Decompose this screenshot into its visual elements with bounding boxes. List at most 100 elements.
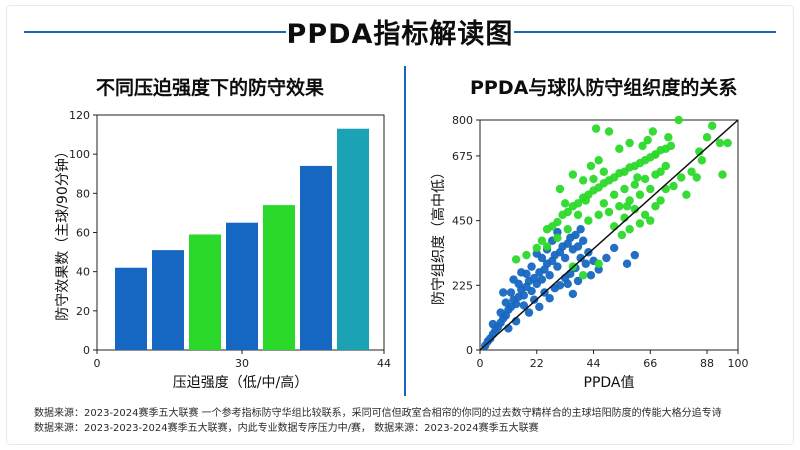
bar-y-tick-label: 40 (76, 266, 90, 279)
scatter-point (581, 259, 590, 268)
bar-chart: 0 20 40 60 80 100 120 0 30 44 压迫强度（低/中/高） 防守效果数（主球/… (54, 109, 391, 391)
bar (115, 267, 147, 350)
scatter-x-tick-label: 44 (587, 357, 601, 370)
scatter-point (529, 295, 539, 304)
scatter-x-axis-label: PPDA值 (584, 375, 635, 391)
bar-x-axis-label: 压迫强度（低/中/高） (173, 374, 308, 391)
trend-line (479, 119, 739, 351)
page-title: PPDA指标解读图 (286, 19, 514, 50)
scatter-point (638, 141, 647, 151)
bar-chart-title: 不同压迫强度下的防守效果 (96, 77, 325, 99)
scatter-x-tick-label: 22 (530, 357, 544, 370)
bar-x-tick-label: 0 (94, 357, 101, 370)
scatter-point (651, 202, 660, 211)
scatter-point (635, 219, 645, 228)
scatter-point (646, 216, 655, 225)
scatter-point (522, 250, 531, 260)
scatter-point (591, 124, 601, 133)
scatter-point (635, 190, 645, 199)
bar (189, 234, 221, 350)
scatter-point (545, 271, 554, 280)
scatter-point (674, 115, 683, 125)
scatter-point (643, 135, 652, 145)
footnote-line-2: 数据来源：2023-2023-2024赛季五大联赛，内此专业数据专序压力中/赛，… (34, 423, 539, 434)
scatter-point (573, 276, 583, 286)
bar-y-tick-label: 20 (76, 305, 90, 318)
scatter-point (656, 196, 665, 205)
scatter-point (630, 180, 639, 189)
scatter-point (640, 174, 650, 184)
scatter-point (555, 184, 565, 194)
scatter-point (609, 190, 619, 199)
scatter-point (553, 217, 562, 227)
scatter-point (609, 222, 619, 231)
scatter-point (677, 173, 686, 182)
scatter-point (692, 173, 701, 182)
scatter-point (630, 250, 639, 260)
scatter-point (599, 199, 609, 208)
scatter-point (542, 242, 552, 251)
scatter-point (718, 170, 727, 179)
scatter-point (545, 294, 554, 303)
scatter-point (715, 138, 725, 148)
scatter-point (553, 233, 562, 243)
scatter-point (563, 279, 572, 289)
scatter-point (702, 133, 712, 142)
bar (300, 165, 332, 350)
scatter-point (599, 167, 609, 176)
scatter-point (594, 265, 603, 274)
scatter-point (604, 207, 614, 217)
scatter-point (537, 236, 547, 245)
scatter-point (499, 288, 508, 297)
scatter-point (555, 281, 565, 290)
scatter-point (509, 275, 518, 284)
scatter-point (576, 225, 585, 234)
scatter-point (666, 141, 676, 151)
scatter-point (622, 259, 632, 268)
bar (226, 222, 258, 350)
bar (152, 250, 184, 350)
scatter-point (579, 236, 588, 245)
scatter-x-tick-label: 88 (700, 357, 714, 370)
bar (263, 205, 295, 350)
scatter-point (584, 216, 593, 225)
bar-y-tick-label: 80 (76, 187, 90, 200)
scatter-point (697, 156, 707, 165)
scatter-point (573, 242, 583, 251)
scatter-point (630, 204, 639, 214)
scatter-y-tick-label: 800 (452, 114, 473, 127)
scatter-point (579, 176, 588, 185)
bar-x-tick-label: 44 (377, 357, 391, 370)
scatter-point (519, 291, 529, 300)
scatter-point (648, 127, 658, 136)
scatter-point (571, 230, 580, 240)
scatter-point (687, 167, 696, 176)
scatter-point (527, 286, 536, 296)
scatter-point (617, 230, 627, 240)
scatter-point (573, 210, 583, 220)
scatter-y-tick-label: 0 (466, 344, 473, 357)
bar-y-tick-label: 120 (69, 109, 90, 122)
scatter-point (506, 288, 516, 297)
scatter-point (708, 121, 717, 130)
scatter-point (573, 199, 583, 208)
scatter-point (664, 133, 673, 142)
scatter-point (615, 144, 624, 153)
scatter-y-axis-label: 防守组织度（高中低） (430, 165, 447, 305)
bar-y-axis-label: 防守效果数（主球/90分钟） (54, 144, 71, 321)
scatter-point (651, 150, 660, 159)
scatter-point (501, 298, 510, 307)
scatter-point (594, 259, 603, 268)
scatter-point (532, 243, 541, 253)
scatter-y-tick-label: 675 (452, 150, 473, 163)
scatter-point (625, 138, 634, 148)
scatter-point (519, 301, 529, 310)
scatter-point (669, 181, 678, 191)
scatter-point (594, 210, 603, 220)
scatter-point (553, 227, 562, 237)
scatter-point (656, 167, 665, 176)
scatter-chart-title: PPDA与球队防守组织度的关系 (470, 77, 738, 99)
scatter-point (640, 210, 650, 220)
scatter-x-tick-label: 66 (643, 357, 657, 370)
